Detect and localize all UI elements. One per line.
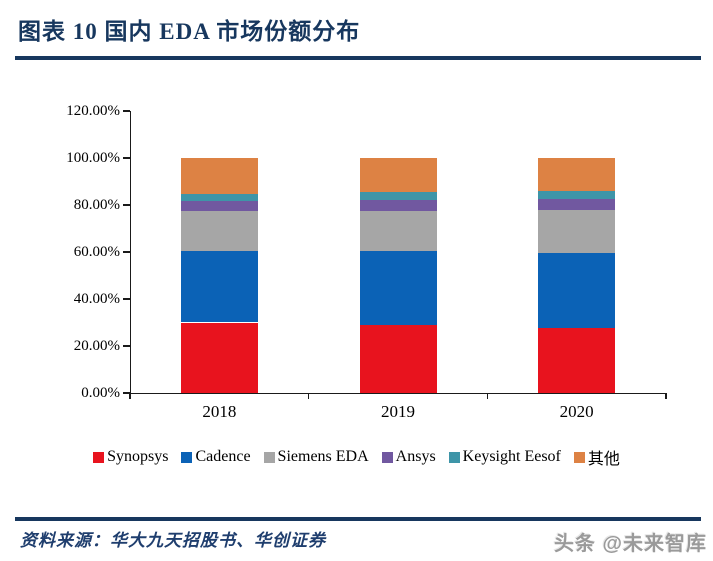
title-divider-rule: [15, 56, 701, 60]
legend-item: Synopsys: [93, 448, 168, 466]
y-tick-label: 120.00%: [66, 103, 120, 119]
y-tick-mark: [123, 110, 130, 112]
legend-swatch: [263, 451, 275, 463]
y-tick-mark: [123, 157, 130, 159]
y-tick-label: 0.00%: [81, 385, 120, 401]
source-note: 资料来源：华大九天招股书、华创证券: [20, 531, 326, 550]
bar-segment: [180, 210, 258, 251]
legend-label: Cadence: [195, 448, 251, 465]
y-tick-mark: [123, 298, 130, 300]
y-tick-label: 60.00%: [73, 244, 120, 260]
y-tick-label: 100.00%: [66, 150, 120, 166]
legend-item: 其他: [573, 445, 620, 469]
plot-area: [130, 111, 667, 394]
bar-segment: [359, 210, 437, 251]
bar-segment: [359, 192, 437, 201]
bar-segment: [538, 158, 616, 191]
legend-label: Ansys: [395, 448, 436, 465]
x-tick-mark: [486, 393, 489, 399]
legend-swatch: [448, 451, 460, 463]
legend-swatch: [573, 451, 585, 463]
bar-segment: [180, 194, 258, 202]
x-tick-mark: [129, 393, 131, 399]
legend-item: Siemens EDA: [263, 448, 369, 466]
legend-label: Keysight Eesof: [462, 448, 561, 465]
legend-label: Siemens EDA: [277, 448, 369, 465]
x-category-label: 2018: [202, 402, 237, 421]
y-tick-mark: [123, 345, 130, 347]
x-tick-mark: [665, 393, 667, 399]
bar-segment: [538, 253, 616, 329]
y-tick-mark: [123, 204, 130, 206]
legend-swatch: [181, 451, 193, 463]
x-tick-mark: [307, 393, 310, 399]
legend-label: 其他: [587, 451, 620, 468]
legend-item: Keysight Eesof: [448, 448, 561, 466]
y-tick-label: 20.00%: [73, 338, 120, 354]
bar-segment: [538, 209, 616, 254]
legend-label: Synopsys: [107, 448, 169, 465]
x-category-label: 2020: [559, 402, 594, 421]
bar-segment: [180, 158, 258, 195]
bar-segment: [180, 322, 258, 393]
bar-segment: [359, 200, 437, 211]
legend-swatch: [93, 451, 105, 463]
footer-divider-rule: [15, 517, 701, 521]
bar-segment: [538, 328, 616, 393]
y-tick-label: 80.00%: [73, 197, 120, 213]
bar-segment: [180, 201, 258, 211]
chart-title: 图表 10 国内 EDA 市场份额分布: [18, 19, 361, 44]
bar-segment: [359, 324, 437, 393]
y-tick-mark: [123, 251, 130, 253]
legend-swatch: [381, 451, 393, 463]
y-tick-mark: [123, 392, 130, 394]
bar-segment: [359, 250, 437, 325]
bar-segment: [180, 250, 258, 323]
x-category-label: 2019: [381, 402, 415, 421]
bar-segment: [538, 199, 616, 210]
bar-segment: [538, 190, 616, 200]
chart-legend: Synopsys Cadence Siemens EDA Ansys Keysight …: [0, 444, 713, 470]
y-tick-label: 40.00%: [73, 291, 120, 307]
legend-item: Cadence: [181, 448, 251, 466]
legend-item: Ansys: [381, 448, 436, 466]
watermark: 头条 @未来智库: [553, 533, 707, 555]
bar-segment: [359, 158, 437, 193]
